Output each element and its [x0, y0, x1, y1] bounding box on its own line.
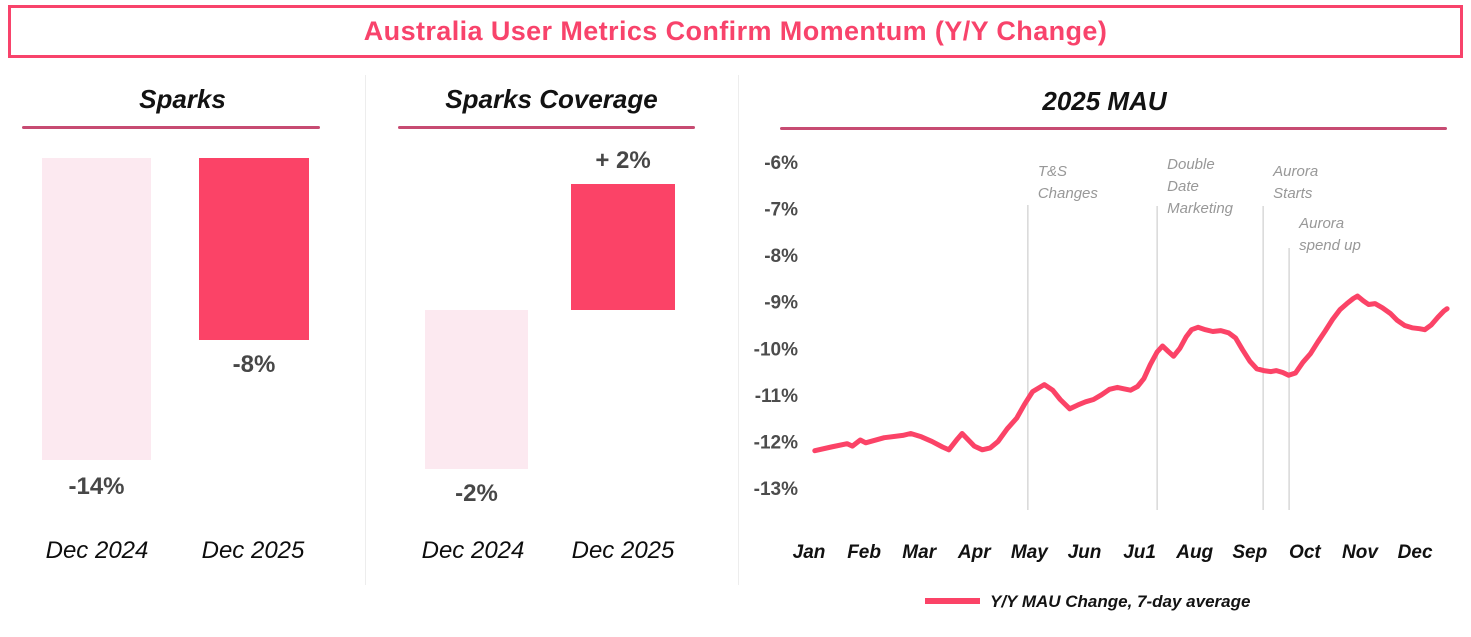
mau-line-chart: T&S Changes Double Date Marketing Aurora Start…: [754, 153, 1450, 611]
x-tick-label: Jan: [793, 542, 826, 563]
y-tick-label: -9%: [764, 293, 798, 314]
panel-divider-left: [365, 75, 366, 585]
sparks-value-dec2024: -14%: [68, 473, 125, 500]
x-tick-label: Sep: [1232, 542, 1267, 563]
sparks-coverage-value-dec2025: + 2%: [595, 147, 651, 174]
mau-title-underline: [780, 127, 1447, 130]
x-tick-label: Dec: [1398, 542, 1433, 563]
sparks-coverage-value-dec2024: -2%: [455, 480, 498, 507]
sparks-panel-title: Sparks: [139, 84, 226, 114]
sparks-bar-dec2024: [42, 158, 151, 460]
panel-divider-right: [738, 75, 739, 585]
y-tick-label: -13%: [754, 479, 798, 500]
sparks-category-dec2025: Dec 2025: [201, 537, 305, 564]
x-tick-label: Aug: [1175, 542, 1213, 563]
x-tick-label: Nov: [1342, 542, 1379, 563]
y-tick-label: -12%: [754, 432, 798, 453]
annotation-label-4: Aurora spend up: [1298, 215, 1361, 254]
x-tick-label: Jun: [1068, 542, 1102, 563]
sparks-title-underline: [22, 126, 320, 129]
sparks-coverage-bar-dec2024: [425, 310, 528, 469]
mau-series-line: [812, 293, 1450, 454]
sparks-coverage-bar-dec2025: [571, 184, 675, 310]
sparks-category-dec2024: Dec 2024: [45, 537, 149, 564]
x-tick-label: Apr: [957, 542, 992, 563]
x-tick-label: Feb: [847, 542, 881, 563]
sparks-value-dec2025: -8%: [232, 351, 276, 378]
x-tick-label: Oct: [1289, 542, 1321, 563]
sparks-coverage-category-dec2025: Dec 2025: [571, 537, 675, 564]
annotation-label-1: T&S Changes: [1038, 163, 1099, 202]
x-tick-label: Mar: [902, 542, 937, 563]
title-banner: Australia User Metrics Confirm Momentum …: [8, 5, 1463, 58]
annotation-label-2: Double Date Marketing: [1167, 156, 1234, 217]
x-tick-label: May: [1011, 542, 1049, 563]
y-tick-label: -7%: [764, 200, 798, 221]
sparks-coverage-panel-title: Sparks Coverage: [445, 84, 658, 114]
legend-label: Y/Y MAU Change, 7-day average: [990, 592, 1250, 611]
y-tick-label: -11%: [755, 386, 798, 407]
y-tick-label: -10%: [754, 339, 798, 360]
y-tick-label: -8%: [764, 246, 798, 267]
mau-panel-title: 2025 MAU: [1042, 86, 1167, 116]
x-tick-label: Ju1: [1123, 542, 1156, 563]
sparks-coverage-category-dec2024: Dec 2024: [421, 537, 525, 564]
sparks-bar-dec2025: [199, 158, 309, 340]
y-tick-label: -6%: [764, 153, 798, 174]
annotation-label-3: Aurora Starts: [1272, 163, 1318, 202]
sparks-coverage-title-underline: [398, 126, 695, 129]
page-title: Australia User Metrics Confirm Momentum …: [363, 16, 1108, 46]
